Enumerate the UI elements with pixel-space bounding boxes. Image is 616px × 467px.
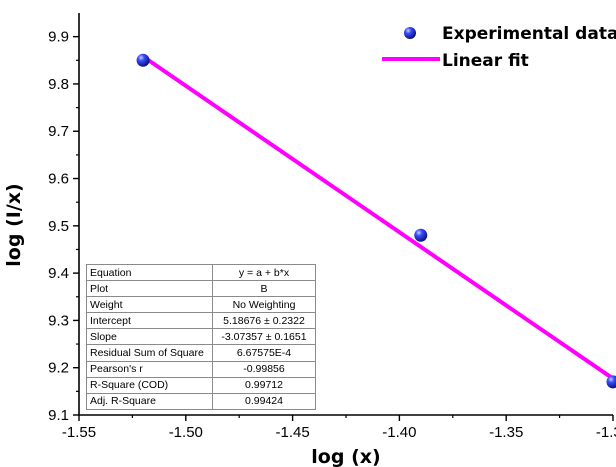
fit-table-value: -0.99856 [212,360,316,378]
fit-table-row: R-Square (COD) 0.99712 [86,376,316,394]
y-tick-label: 9.6 [48,171,69,188]
fit-table-key: R-Square (COD) [86,376,213,394]
fit-table-value: 5.18676 ± 0.2322 [212,312,316,330]
data-point [606,375,616,389]
fit-table-key: Plot [86,280,213,298]
fit-table-key: Weight [86,296,213,314]
fit-table-row: Plot B [86,280,316,298]
fit-table-value: B [212,280,316,298]
fit-table-key: Pearson's r [86,360,213,378]
y-axis-title: log (I/x) [3,183,25,266]
legend-label-experimental: Experimental data [442,24,616,44]
fit-results-table: Equation y = a + b*x Plot B Weight No Weighti… [86,263,316,410]
y-tick-label: 9.5 [48,218,69,235]
fit-table-key: Residual Sum of Square [86,344,213,362]
fit-table-value: 0.99712 [212,376,316,394]
y-tick-label: 9.1 [48,407,69,424]
fit-table-value: 6.67575E-4 [212,344,316,362]
axis-ticks [73,35,614,421]
y-tick-label: 9.7 [48,123,69,140]
x-axis-title: log (x) [311,446,380,467]
x-tick-label: -1.50 [169,424,203,441]
fit-table-value: -3.07357 ± 0.1651 [212,328,316,346]
y-tick-label: 9.4 [48,265,69,282]
x-tick-label: -1.30 [596,424,616,441]
fit-table-key: Equation [86,263,213,282]
legend: Experimental data Linear fit [382,24,616,71]
y-tick-label: 9.9 [48,29,69,46]
fit-table-key: Adj. R-Square [86,392,213,410]
fit-line [141,54,615,381]
fit-table-row: Weight No Weighting [86,296,316,314]
fit-table-row: Equation y = a + b*x [86,263,316,282]
fit-table-key: Intercept [86,312,213,330]
fit-table-row: Adj. R-Square 0.99424 [86,392,316,410]
y-tick-label: 9.8 [48,76,69,93]
y-tick-label: 9.3 [48,312,69,329]
legend-marker-experimental [404,27,416,39]
fit-table-row: Pearson's r -0.99856 [86,360,316,378]
legend-label-fit: Linear fit [442,51,529,71]
fit-table-key: Slope [86,328,213,346]
fit-table-row: Residual Sum of Square 6.67575E-4 [86,344,316,362]
axis-tick-labels: -1.55 -1.50 -1.45 -1.40 -1.35 -1.30 9.1 9.2 9.3 9… [48,29,616,441]
fit-table-value: No Weighting [212,296,316,314]
x-tick-label: -1.35 [489,424,523,441]
fit-table-value: y = a + b*x [212,263,316,282]
fit-table-row: Intercept 5.18676 ± 0.2322 [86,312,316,330]
x-tick-label: -1.40 [382,424,416,441]
fit-table-row: Slope -3.07357 ± 0.1651 [86,328,316,346]
fit-table-value: 0.99424 [212,392,316,410]
x-tick-label: -1.45 [275,424,309,441]
data-point [136,53,150,67]
y-tick-label: 9.2 [48,360,69,377]
series-layer [136,53,616,389]
data-point [414,228,428,242]
x-tick-label: -1.55 [62,424,96,441]
